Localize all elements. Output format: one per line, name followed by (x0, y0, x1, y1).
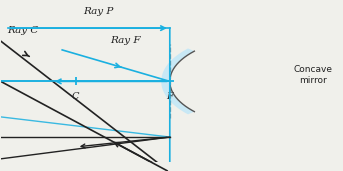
Polygon shape (161, 48, 194, 114)
Text: C: C (72, 92, 80, 101)
Text: Concave
mirror: Concave mirror (294, 65, 333, 85)
Text: Ray F: Ray F (110, 36, 141, 45)
Text: F: F (166, 92, 173, 101)
Text: Ray C: Ray C (8, 26, 39, 35)
Text: Ray P: Ray P (83, 7, 113, 16)
